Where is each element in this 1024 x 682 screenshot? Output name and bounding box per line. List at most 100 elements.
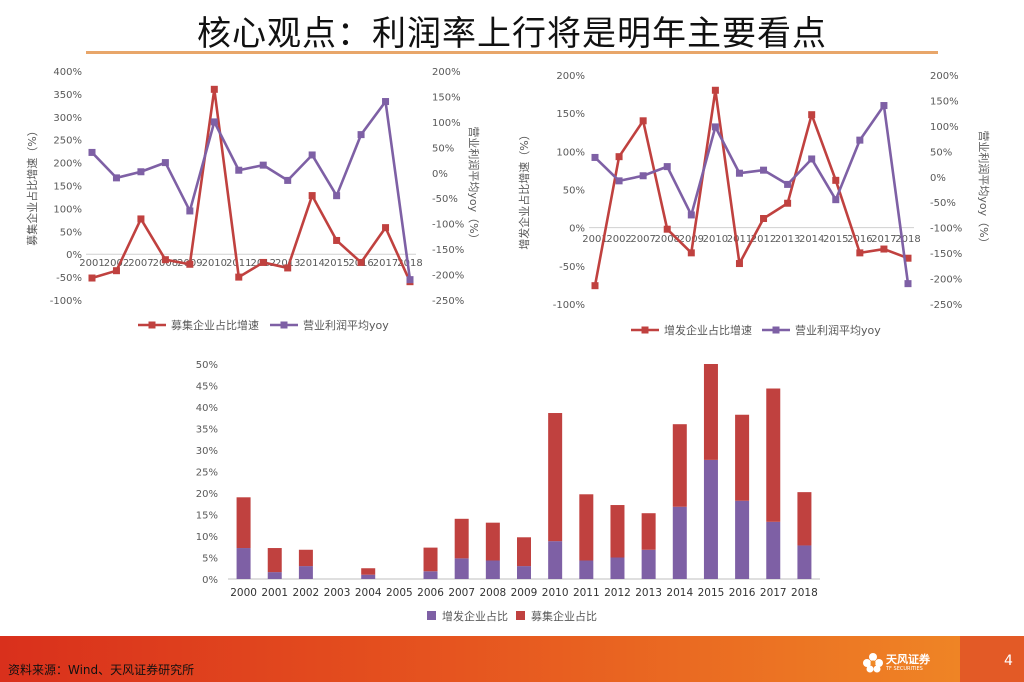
- x-tick-label: 2001: [582, 234, 607, 245]
- y2-tick-label: -200%: [432, 271, 464, 282]
- y2-tick-label: -150%: [930, 249, 962, 260]
- y-axis-label: 增发企业占比增速（%）: [517, 129, 531, 249]
- brand-name: 天风证券: [886, 653, 930, 666]
- y-tick-label: 5%: [202, 554, 218, 565]
- x-tick-label: 2003: [324, 587, 351, 599]
- x-tick-label: 2001: [261, 587, 288, 599]
- series-point: [88, 148, 96, 156]
- x-tick-label: 2008: [655, 234, 680, 245]
- y2-tick-label: 100%: [432, 118, 461, 129]
- series-point: [112, 174, 120, 182]
- y2-tick-label: -50%: [930, 198, 956, 209]
- series-point: [687, 249, 695, 257]
- legend-marker: [772, 326, 780, 334]
- y-tick-label: 25%: [196, 468, 218, 479]
- x-tick-label: 2018: [791, 587, 818, 599]
- y-tick-label: 250%: [53, 136, 82, 147]
- x-tick-label: 2011: [573, 587, 600, 599]
- series-line: [91, 100, 412, 280]
- bar-segment: [548, 413, 563, 542]
- bar-segment: [610, 505, 625, 558]
- y-axis-label: 募集企业占比增速（%）: [25, 125, 39, 245]
- x-tick-label: 2014: [299, 258, 324, 269]
- footer-bar: 资料来源：Wind、天风证券研究所 天风证券 TF SECURITIES 4: [0, 636, 1024, 682]
- series-point: [308, 192, 316, 200]
- y2-tick-label: 150%: [432, 92, 461, 103]
- x-tick-label: 2009: [679, 234, 704, 245]
- legend-label: 增发企业占比: [442, 609, 508, 623]
- y-tick-label: 40%: [196, 403, 218, 414]
- series-point: [333, 236, 341, 244]
- bar-segment: [454, 518, 469, 559]
- issuance-ratio-stacked-bar-chart: 0% 5% 10% 15% 20% 25% 30% 35% 40% 45% 50% 2000 2001 2…: [196, 360, 820, 623]
- x-tick-label: 2011: [727, 234, 752, 245]
- bar-segment: [548, 541, 563, 579]
- x-tick-label: 2002: [104, 258, 129, 269]
- x-tick-label: 2008: [153, 258, 178, 269]
- legend-marker: [427, 611, 436, 620]
- y-tick-label: -100%: [553, 300, 585, 311]
- series-line: [91, 88, 412, 283]
- bar-segment: [298, 566, 313, 579]
- y-tick-label: 400%: [53, 67, 82, 78]
- x-tick-label: 2007: [448, 587, 475, 599]
- series-point: [711, 86, 719, 94]
- series-point: [615, 177, 623, 185]
- x-tick-label: 2000: [230, 587, 257, 599]
- y2-tick-label: 50%: [930, 147, 952, 158]
- y-tick-label: 10%: [196, 532, 218, 543]
- bar-segment: [610, 557, 625, 579]
- series-point: [382, 98, 390, 106]
- bar-segment: [236, 548, 251, 579]
- x-tick-label: 2018: [397, 258, 422, 269]
- y-tick-label: 100%: [556, 147, 585, 158]
- bar-segment: [641, 549, 656, 579]
- x-tick-label: 2006: [417, 587, 444, 599]
- series-point: [259, 258, 267, 266]
- bar-segment: [298, 549, 313, 567]
- bar-segment: [423, 547, 438, 572]
- legend-label: 营业利润平均yoy: [795, 323, 881, 337]
- legend-marker: [280, 321, 288, 329]
- series-point: [832, 196, 840, 204]
- series-point: [904, 280, 912, 288]
- x-tick-label: 2007: [630, 234, 655, 245]
- series-point: [186, 207, 194, 215]
- series-point: [88, 274, 96, 282]
- bar-segment: [797, 492, 812, 546]
- series-point: [112, 267, 120, 275]
- series-point: [856, 136, 864, 144]
- x-tick-label: 2012: [604, 587, 631, 599]
- bar-segment: [735, 414, 750, 501]
- y2-tick-label: -100%: [930, 224, 962, 235]
- legend-label: 募集企业占比: [531, 609, 597, 623]
- bar-segment: [703, 364, 718, 460]
- y2-tick-label: -200%: [930, 275, 962, 286]
- bar-segment: [766, 521, 781, 579]
- bar-segment: [641, 513, 656, 550]
- series-point: [210, 85, 218, 93]
- y-tick-label: 100%: [53, 204, 82, 215]
- y-tick-label: 200%: [53, 159, 82, 170]
- y-tick-label: 150%: [53, 182, 82, 193]
- y2-tick-label: 0%: [432, 169, 448, 180]
- bar-segment: [517, 566, 531, 579]
- series-point: [186, 260, 194, 268]
- x-tick-label: 2017: [373, 258, 398, 269]
- y2-tick-label: -50%: [432, 194, 458, 205]
- series-point: [357, 131, 365, 139]
- series-point: [808, 155, 816, 163]
- bar-segment: [267, 548, 282, 573]
- page-number-box: [960, 636, 1024, 682]
- brand-subtitle: TF SECURITIES: [886, 666, 923, 672]
- x-tick-label: 2007: [128, 258, 153, 269]
- y-tick-label: 350%: [53, 90, 82, 101]
- y-tick-label: 30%: [196, 446, 218, 457]
- bar-segment: [703, 459, 718, 579]
- y-tick-label: -50%: [56, 273, 82, 284]
- title-underline: [86, 51, 938, 54]
- series-point: [784, 180, 792, 188]
- y2-axis-label: 营业利润平均yoy（%）: [467, 126, 481, 244]
- bar-segment: [485, 560, 500, 579]
- series-point: [308, 151, 316, 159]
